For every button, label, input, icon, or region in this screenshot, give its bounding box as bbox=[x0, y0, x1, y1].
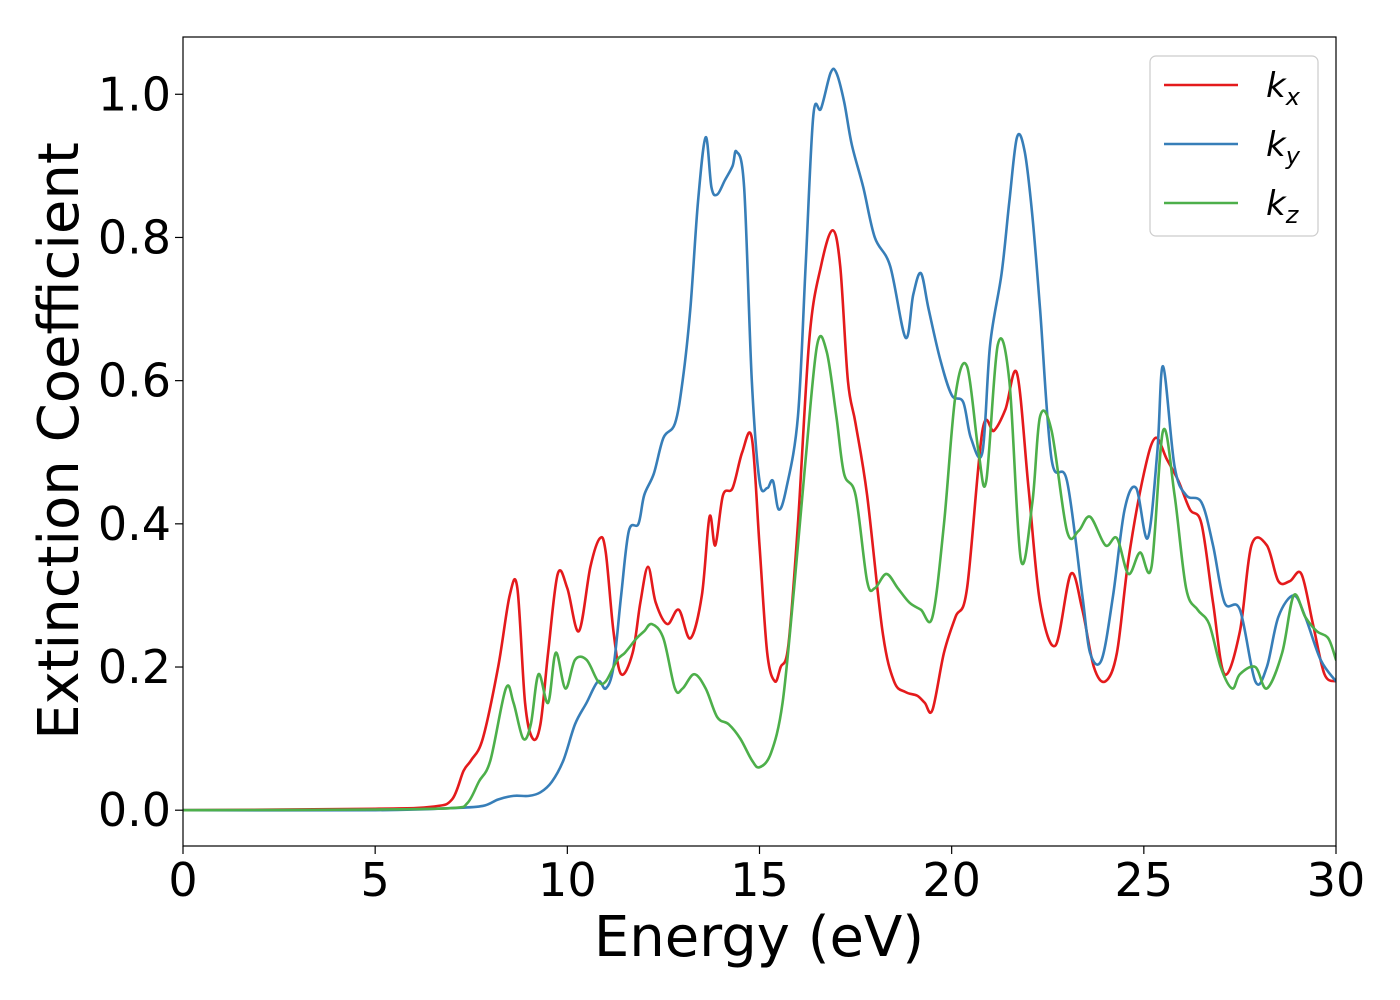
y-tick-label: 0.8 bbox=[98, 210, 171, 264]
y-tick-label: 0.6 bbox=[98, 354, 171, 408]
series-line-z bbox=[183, 334, 1336, 812]
series-line-y bbox=[183, 67, 1336, 812]
y-tick-label: 0.2 bbox=[98, 640, 171, 694]
x-tick-label: 30 bbox=[1307, 853, 1366, 907]
series-line-x bbox=[183, 229, 1336, 812]
x-axis-title: Energy (eV) bbox=[594, 905, 924, 970]
legend: kx ky kz bbox=[1149, 55, 1319, 237]
legend-label-y: ky bbox=[1266, 125, 1301, 170]
x-tick-label: 15 bbox=[730, 853, 789, 907]
legend-box bbox=[1149, 55, 1319, 237]
series-layer bbox=[183, 67, 1336, 812]
y-tick-label: 0.0 bbox=[98, 783, 171, 837]
legend-items: kx ky kz bbox=[1164, 66, 1301, 229]
y-tick-label: 1.0 bbox=[98, 67, 171, 121]
ticks-layer: 0 5 10 15 20 25 30 0.0 0.2 0.4 0.6 0.8 1.0 bbox=[98, 67, 1365, 907]
x-tick-label: 5 bbox=[361, 853, 390, 907]
x-tick-label: 25 bbox=[1115, 853, 1174, 907]
legend-label-z: kz bbox=[1266, 184, 1300, 229]
x-tick-label: 20 bbox=[922, 853, 981, 907]
y-tick-label: 0.4 bbox=[98, 497, 171, 551]
x-tick-label: 10 bbox=[538, 853, 597, 907]
x-tick-label: 0 bbox=[168, 853, 197, 907]
legend-label-x: kx bbox=[1266, 66, 1301, 111]
y-axis-title: Extinction Coefficient bbox=[27, 142, 92, 740]
